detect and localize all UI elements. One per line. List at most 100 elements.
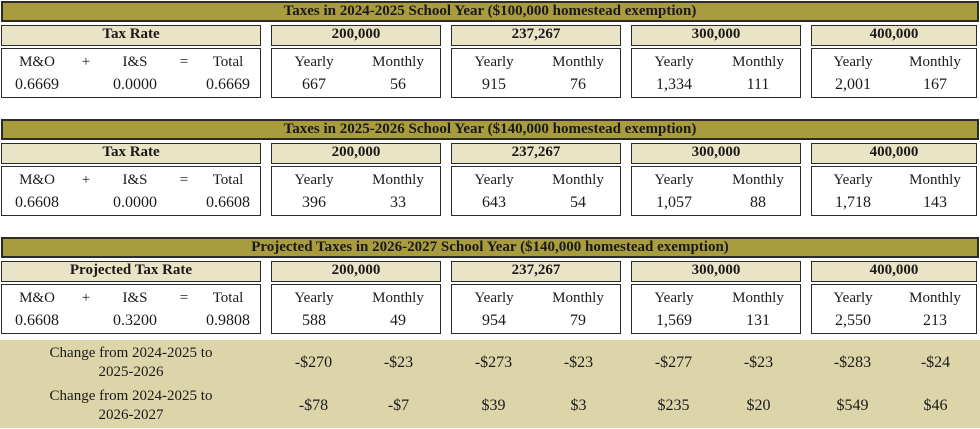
home-value-header: 400,000 — [811, 261, 977, 282]
table-groups: Tax Rate M&O + I&S = Total 0.6608 0.0000… — [1, 143, 980, 216]
rate-col-is: I&S — [122, 171, 148, 188]
change-yearly-value: $549 — [836, 396, 869, 414]
home-value-header: 400,000 — [811, 25, 977, 46]
monthly-value: 213 — [923, 311, 947, 329]
change-monthly-value: -$7 — [387, 396, 410, 414]
home-value-header: 300,000 — [631, 25, 801, 46]
change-monthly-value: -$24 — [920, 353, 951, 371]
tax-table-2026-2027-projected: Projected Taxes in 2026-2027 School Year… — [1, 237, 980, 334]
tax-table-2024-2025: Taxes in 2024-2025 School Year ($100,000… — [1, 1, 980, 98]
tax-rate-group: Tax Rate M&O + I&S = Total 0.6608 0.0000… — [1, 143, 261, 216]
home-value-body: Yearly Monthly 2,550 213 — [811, 284, 977, 334]
home-value-header: 200,000 — [271, 25, 441, 46]
change-row-2025-2026: Change from 2024-2025 to 2025-2026 -$270… — [0, 341, 980, 384]
value-group-400000: 400,000 Yearly Monthly 2,550 213 — [811, 261, 977, 334]
value-group-237267: 237,267 Yearly Monthly 915 76 — [451, 25, 621, 98]
rate-op-equals: = — [179, 289, 189, 306]
monthly-value: 131 — [746, 311, 770, 329]
rate-col-mo: M&O — [19, 171, 55, 188]
tax-rate-group: Projected Tax Rate M&O + I&S = Total 0.6… — [1, 261, 261, 334]
change-monthly-value: -$23 — [563, 353, 594, 371]
home-value-body: Yearly Monthly 1,334 111 — [631, 48, 801, 98]
monthly-header: Monthly — [909, 53, 961, 70]
yearly-header: Yearly — [474, 53, 514, 70]
rate-value-mo: 0.6608 — [15, 193, 59, 211]
yearly-header: Yearly — [474, 171, 514, 188]
value-group-400000: 400,000 Yearly Monthly 1,718 143 — [811, 143, 977, 216]
home-value-body: Yearly Monthly 643 54 — [451, 166, 621, 216]
rate-op-equals: = — [179, 53, 189, 70]
change-yearly-value: -$273 — [474, 353, 513, 371]
yearly-header: Yearly — [654, 289, 694, 306]
tax-table-2025-2026: Taxes in 2025-2026 School Year ($140,000… — [1, 119, 980, 216]
change-row-label: Change from 2024-2025 to 2025-2026 — [49, 344, 213, 380]
monthly-value: 49 — [390, 311, 406, 329]
monthly-header: Monthly — [372, 171, 424, 188]
rate-op-equals: = — [179, 171, 189, 188]
change-summary-area: Change from 2024-2025 to 2025-2026 -$270… — [0, 340, 980, 428]
tax-rate-header: Tax Rate — [1, 25, 261, 46]
home-value-body: Yearly Monthly 396 33 — [271, 166, 441, 216]
monthly-header: Monthly — [372, 289, 424, 306]
home-value-header: 300,000 — [631, 261, 801, 282]
rate-value-mo: 0.6669 — [15, 75, 59, 93]
yearly-value: 1,718 — [835, 193, 871, 211]
change-yearly-value: $235 — [657, 396, 690, 414]
yearly-value: 643 — [482, 193, 506, 211]
rate-value-mo: 0.6608 — [15, 311, 59, 329]
tax-rate-body: M&O + I&S = Total 0.6669 0.0000 0.6669 — [1, 48, 261, 98]
rate-col-total: Total — [212, 171, 244, 188]
change-group-237267: -$273 -$23 — [451, 352, 621, 374]
yearly-header: Yearly — [294, 53, 334, 70]
monthly-header: Monthly — [732, 171, 784, 188]
rate-value-is: 0.0000 — [113, 193, 157, 211]
change-group-300000: -$277 -$23 — [631, 352, 801, 374]
spacer-cell — [170, 74, 198, 96]
monthly-value: 167 — [923, 75, 947, 93]
tax-rate-header: Tax Rate — [1, 143, 261, 164]
yearly-value: 1,569 — [656, 311, 692, 329]
yearly-value: 915 — [482, 75, 506, 93]
change-group-400000: -$283 -$24 — [811, 352, 977, 374]
home-value-body: Yearly Monthly 667 56 — [271, 48, 441, 98]
tax-rate-body: M&O + I&S = Total 0.6608 0.0000 0.6608 — [1, 166, 261, 216]
spacer-cell — [72, 310, 100, 332]
value-group-237267: 237,267 Yearly Monthly 643 54 — [451, 143, 621, 216]
monthly-header: Monthly — [372, 53, 424, 70]
rate-value-is: 0.0000 — [113, 75, 157, 93]
yearly-header: Yearly — [474, 289, 514, 306]
rate-col-is: I&S — [122, 53, 148, 70]
change-group-300000: $235 $20 — [631, 395, 801, 417]
yearly-value: 396 — [302, 193, 326, 211]
home-value-header: 237,267 — [451, 261, 621, 282]
home-value-body: Yearly Monthly 588 49 — [271, 284, 441, 334]
rate-value-total: 0.6608 — [206, 193, 250, 211]
change-row-label: Change from 2024-2025 to 2026-2027 — [49, 387, 213, 423]
change-yearly-value: $39 — [481, 396, 506, 414]
tax-rate-body: M&O + I&S = Total 0.6608 0.3200 0.9808 — [1, 284, 261, 334]
value-group-237267: 237,267 Yearly Monthly 954 79 — [451, 261, 621, 334]
rate-value-total: 0.9808 — [206, 311, 250, 329]
monthly-header: Monthly — [552, 53, 604, 70]
value-group-300000: 300,000 Yearly Monthly 1,569 131 — [631, 261, 801, 334]
yearly-header: Yearly — [833, 53, 873, 70]
change-yearly-value: -$277 — [654, 353, 693, 371]
yearly-header: Yearly — [833, 289, 873, 306]
table-title: Taxes in 2025-2026 School Year ($140,000… — [1, 119, 979, 140]
monthly-header: Monthly — [909, 289, 961, 306]
change-values: -$270 -$23 -$273 -$23 -$277 -$23 -$283 -… — [261, 352, 977, 374]
change-monthly-value: -$23 — [383, 353, 414, 371]
rate-op-plus: + — [81, 289, 91, 306]
change-group-200000: -$78 -$7 — [271, 395, 441, 417]
home-value-header: 237,267 — [451, 25, 621, 46]
rate-value-total: 0.6669 — [206, 75, 250, 93]
monthly-value: 88 — [750, 193, 766, 211]
monthly-value: 56 — [390, 75, 406, 93]
home-value-body: Yearly Monthly 1,569 131 — [631, 284, 801, 334]
yearly-value: 2,550 — [835, 311, 871, 329]
yearly-value: 1,334 — [656, 75, 692, 93]
yearly-value: 2,001 — [835, 75, 871, 93]
monthly-value: 143 — [923, 193, 947, 211]
home-value-header: 400,000 — [811, 143, 977, 164]
